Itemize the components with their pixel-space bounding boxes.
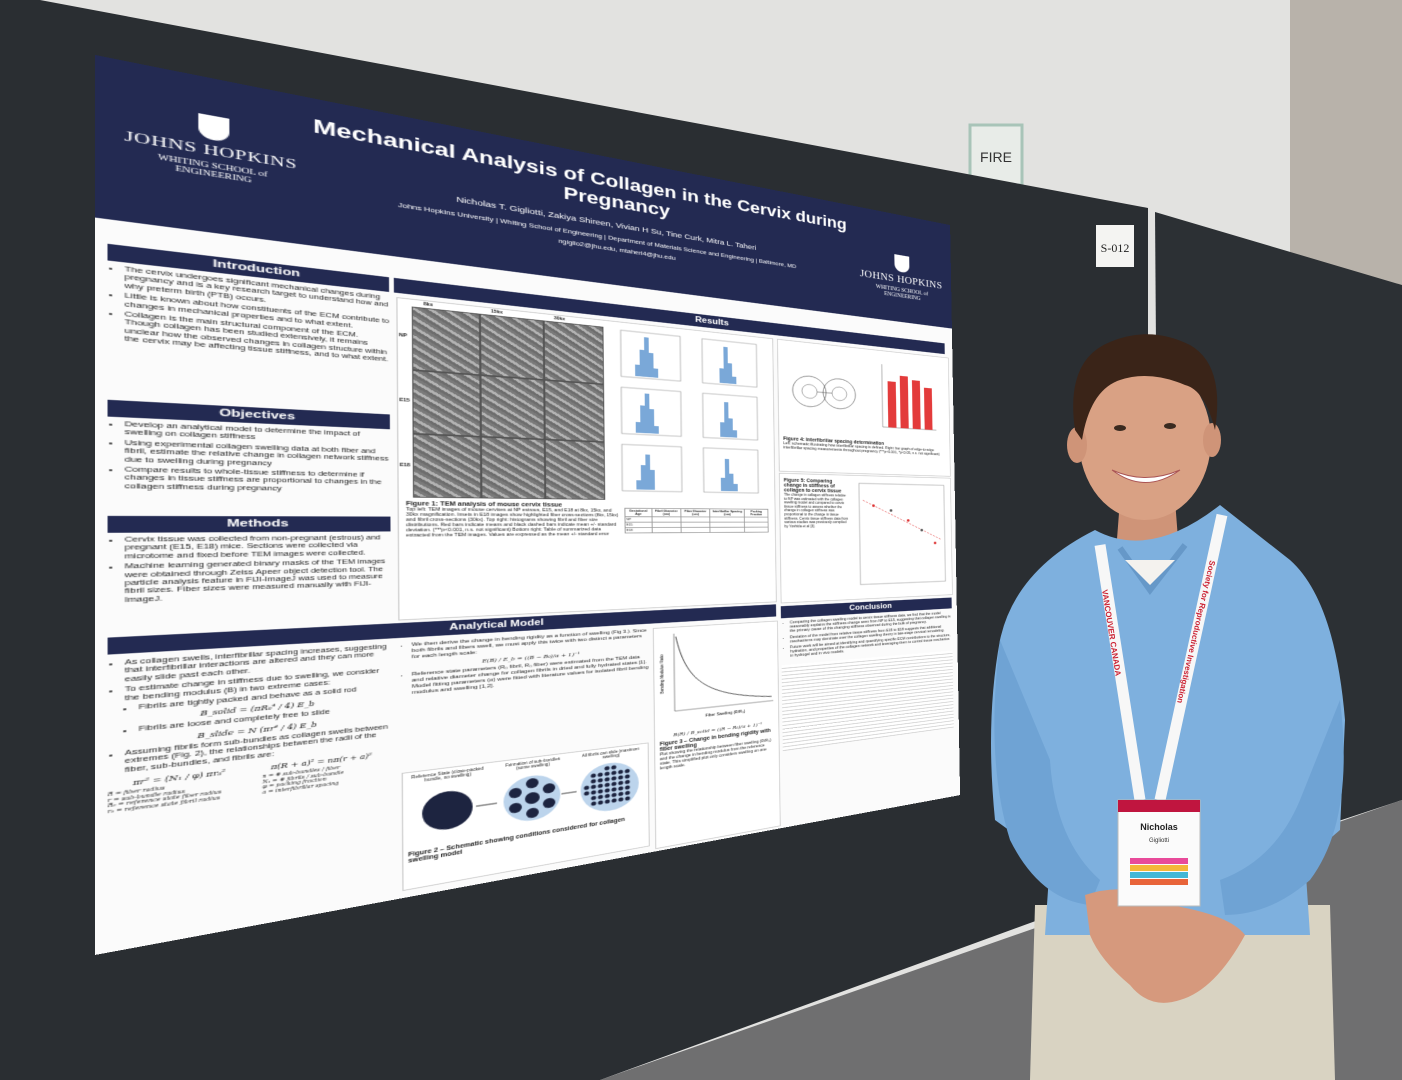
- badge-ribbon: [1130, 872, 1188, 878]
- badge-ribbon: [1130, 879, 1188, 885]
- badge-ribbon: [1130, 865, 1188, 871]
- badge-last-name: Gigliotti: [1149, 838, 1169, 844]
- eye: [1164, 423, 1176, 429]
- ear: [1203, 423, 1221, 457]
- badge-first-name: Nicholas: [1140, 822, 1178, 832]
- badge: [1118, 800, 1200, 906]
- eye: [1114, 425, 1126, 431]
- badge-header: [1118, 800, 1200, 812]
- badge-ribbon: [1130, 858, 1188, 864]
